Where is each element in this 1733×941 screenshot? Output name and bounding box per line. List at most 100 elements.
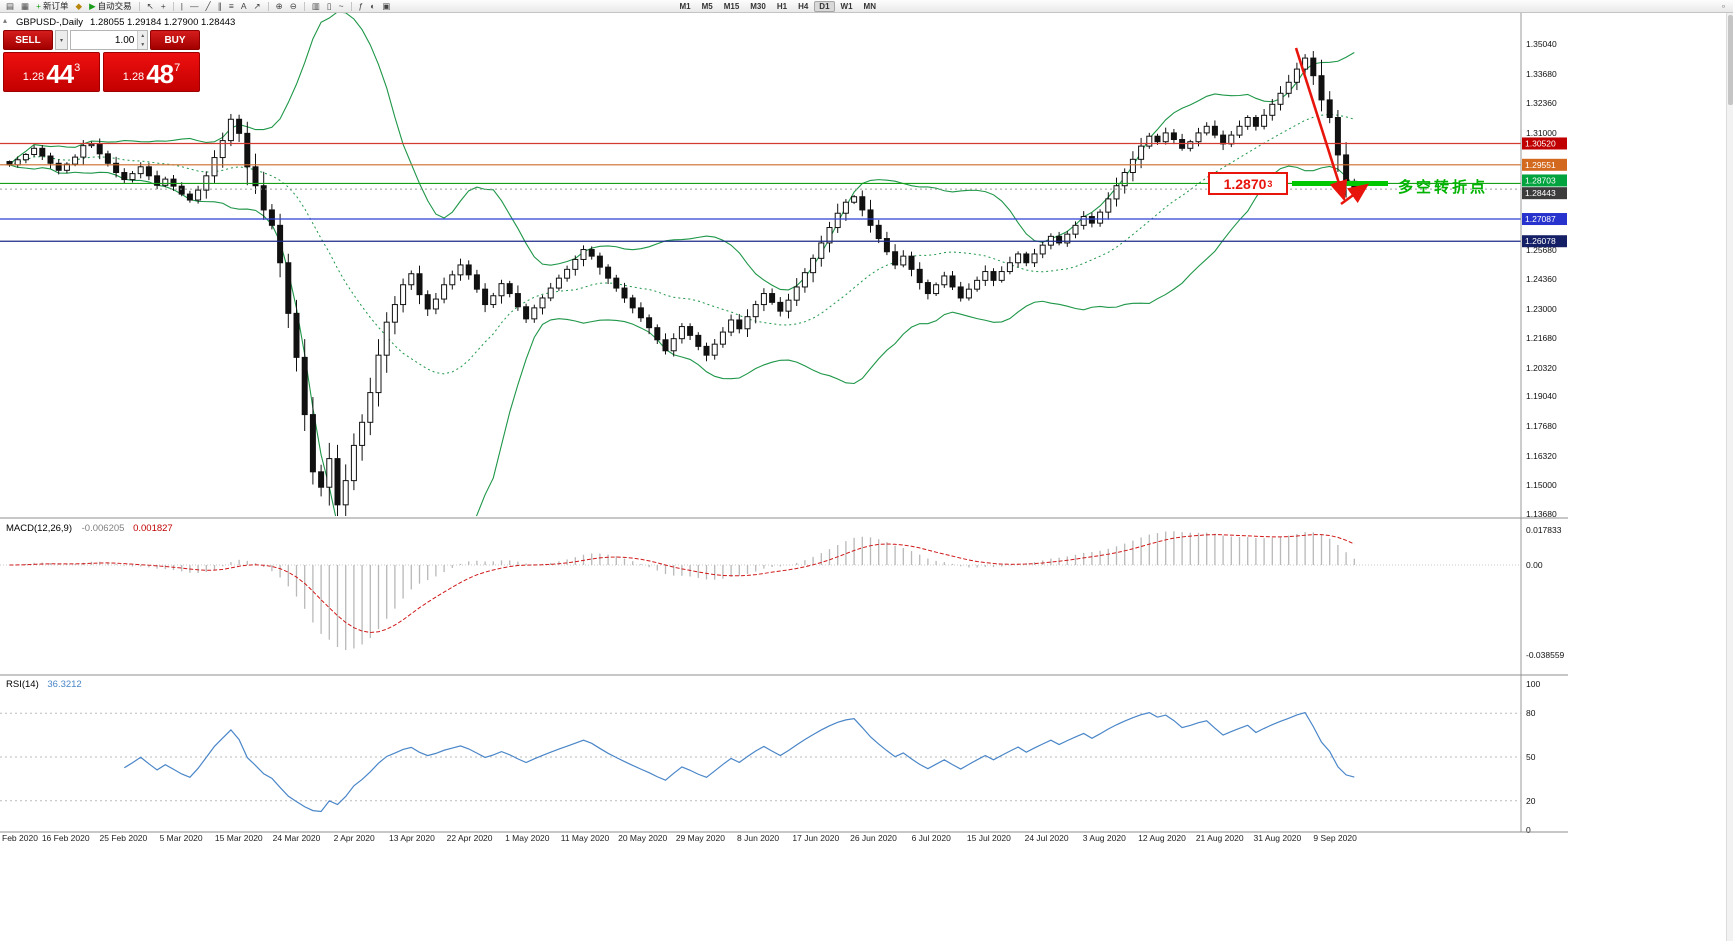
cursor-button[interactable]: ↖ [144, 1, 157, 12]
macd-signal-value: 0.001827 [133, 523, 173, 534]
candlestick-mode-button[interactable]: ▯ [324, 1, 335, 12]
horizontal-price-lines [0, 142, 1521, 242]
svg-text:13 Apr 2020: 13 Apr 2020 [389, 833, 435, 843]
svg-text:1.24360: 1.24360 [1526, 274, 1557, 284]
zoom-out-icon: ⊖ [289, 0, 297, 11]
vertical-line-button[interactable]: | [178, 1, 186, 12]
crosshair-icon: + [160, 0, 166, 11]
bar-chart-mode-button[interactable]: ▥ [309, 1, 323, 12]
arrow-object-icon: ↗ [253, 0, 261, 11]
docking-button[interactable]: ▫ [1719, 1, 1728, 12]
svg-text:24 Jul 2020: 24 Jul 2020 [1025, 833, 1069, 843]
new-order-button[interactable]: + 新订单 [33, 1, 71, 12]
svg-text:50: 50 [1526, 752, 1536, 762]
channel-button[interactable]: ∥ [215, 1, 225, 12]
volume-down-button[interactable]: ▼ [138, 40, 147, 49]
channel-icon: ∥ [217, 0, 222, 11]
candle-series [6, 51, 1358, 516]
svg-text:1.16320: 1.16320 [1526, 451, 1557, 461]
svg-text:25 Feb 2020: 25 Feb 2020 [100, 833, 148, 843]
callout-price-text: 1.2870 [1223, 175, 1267, 192]
trend-annotations [1292, 47, 1388, 206]
svg-text:31 Aug 2020: 31 Aug 2020 [1254, 833, 1302, 843]
svg-text:Feb 2020: Feb 2020 [2, 833, 38, 843]
timeframe-h4[interactable]: H4 [793, 1, 813, 12]
fibonacci-button[interactable]: ≡ [226, 1, 237, 12]
new-order-button-label: 新订单 [43, 1, 69, 11]
volume-stepper: ▲ ▼ [137, 31, 147, 49]
macd-indicator-name: MACD(12,26,9) [6, 523, 72, 534]
toolbar-separator [138, 1, 140, 11]
scrollbar-thumb[interactable] [1728, 15, 1733, 105]
zoom-out-button[interactable]: ⊖ [287, 1, 300, 12]
macd-main-value: -0.006205 [81, 523, 125, 534]
svg-text:1.29551: 1.29551 [1525, 160, 1556, 170]
svg-text:0.017833: 0.017833 [1526, 525, 1562, 535]
vertical-line-icon: | [180, 0, 183, 11]
line-chart-mode-button[interactable]: ~ [336, 1, 347, 12]
symbol-period-label: GBPUSD-,Daily [16, 17, 84, 28]
price-axis: 1.35040 1.33680 1.32360 1.31000 1.25680 1.243… [1520, 13, 1567, 832]
sell-price-pipette: 3 [74, 62, 81, 74]
svg-text:1.33680: 1.33680 [1526, 69, 1557, 79]
crosshair-button[interactable]: + [158, 1, 169, 12]
macd-label-row: MACD(12,26,9) -0.006205 0.001827 [6, 523, 173, 534]
sell-button[interactable]: SELL [3, 30, 53, 50]
templates-button[interactable]: ▣ [379, 1, 393, 12]
buy-button[interactable]: BUY [150, 30, 200, 50]
timeframe-mn[interactable]: MN [859, 1, 881, 12]
trendline-icon: ╱ [205, 0, 211, 11]
svg-text:1.28703: 1.28703 [1525, 175, 1556, 185]
market-watch-button[interactable]: ◆ [73, 1, 86, 12]
sell-quote-box[interactable]: 1.28 44 3 [3, 52, 100, 92]
svg-text:1.25680: 1.25680 [1526, 245, 1557, 255]
volume-up-button[interactable]: ▲ [138, 31, 147, 40]
svg-text:9 Sep 2020: 9 Sep 2020 [1313, 833, 1357, 843]
svg-text:0.00: 0.00 [1526, 560, 1543, 570]
svg-text:22 Apr 2020: 22 Apr 2020 [447, 833, 493, 843]
svg-text:1.30520: 1.30520 [1525, 138, 1556, 148]
svg-text:8 Jun 2020: 8 Jun 2020 [737, 833, 779, 843]
panel-collapse-arrow[interactable]: ▴ [3, 16, 7, 25]
volume-input[interactable] [71, 31, 138, 49]
timeframe-m30[interactable]: M30 [745, 1, 771, 12]
empty-workspace [1568, 13, 1726, 941]
horizontal-line-button[interactable]: ― [187, 1, 202, 12]
svg-text:1.32360: 1.32360 [1526, 98, 1557, 108]
svg-text:2 Apr 2020: 2 Apr 2020 [334, 833, 375, 843]
svg-text:1.35040: 1.35040 [1526, 39, 1557, 49]
text-label-button[interactable]: A [238, 1, 250, 12]
order-type-dropdown[interactable]: ▾ [55, 30, 68, 50]
svg-text:1.26078: 1.26078 [1525, 236, 1556, 246]
timeframe-m5[interactable]: M5 [697, 1, 718, 12]
timeframe-d1[interactable]: D1 [814, 0, 835, 12]
tile-windows-button[interactable]: ▦ [18, 1, 32, 12]
autotrading-button[interactable]: ▶ 自动交易 [86, 1, 135, 12]
arrow-object-button[interactable]: ↗ [250, 1, 263, 12]
svg-text:0: 0 [1526, 825, 1531, 835]
rsi-label-row: RSI(14) 36.3212 [6, 679, 82, 690]
timeframe-m15[interactable]: M15 [719, 1, 745, 12]
periods-button[interactable]: ◐ [367, 1, 378, 12]
timeframe-w1[interactable]: W1 [836, 1, 858, 12]
svg-text:17 Jun 2020: 17 Jun 2020 [792, 833, 839, 843]
date-axis: Feb 2020 16 Feb 2020 25 Feb 2020 5 Mar 2020… [2, 833, 1357, 843]
trendline-button[interactable]: ╱ [202, 1, 213, 12]
timeframe-h1[interactable]: H1 [772, 1, 792, 12]
chart-canvas[interactable]: 1.35040 1.33680 1.32360 1.31000 1.25680 1.243… [0, 13, 1568, 941]
chart-window-button[interactable]: ▤ [3, 1, 17, 12]
timeframe-m1[interactable]: M1 [674, 1, 695, 12]
vertical-scrollbar[interactable] [1726, 13, 1733, 941]
svg-text:1.31000: 1.31000 [1526, 128, 1557, 138]
svg-text:80: 80 [1526, 708, 1536, 718]
timeframe-toolbar: M1 M5 M15 M30 H1 H4 D1 W1 MN [674, 0, 881, 12]
svg-text:1.23000: 1.23000 [1526, 304, 1557, 314]
toolbar-separator [172, 1, 174, 11]
svg-text:26 Jun 2020: 26 Jun 2020 [850, 833, 897, 843]
zoom-in-icon: ⊕ [275, 0, 283, 11]
rsi-indicator-name: RSI(14) [6, 679, 39, 690]
zoom-in-button[interactable]: ⊕ [273, 1, 286, 12]
buy-quote-box[interactable]: 1.28 48 7 [103, 52, 200, 92]
svg-text:3 Aug 2020: 3 Aug 2020 [1083, 833, 1126, 843]
indicators-button[interactable]: ƒ [356, 1, 367, 12]
